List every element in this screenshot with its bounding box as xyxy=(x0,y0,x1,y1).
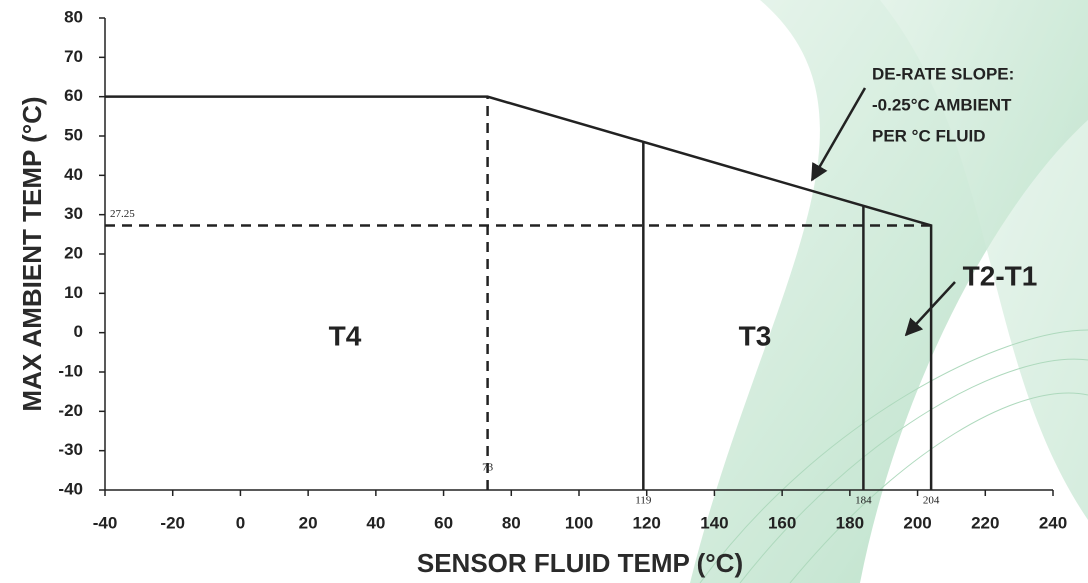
boundary-line xyxy=(105,95,933,490)
y-tick-label: -40 xyxy=(58,479,83,498)
point-label: 184 xyxy=(855,495,872,507)
point-label: 119 xyxy=(635,495,652,507)
y-tick-label: 60 xyxy=(64,86,83,105)
arrow xyxy=(810,87,867,182)
x-tick-label: 20 xyxy=(299,513,318,532)
x-tick-label: 200 xyxy=(903,513,931,532)
y-tick-label: 50 xyxy=(64,125,83,144)
x-tick-label: 160 xyxy=(768,513,796,532)
x-tick-label: 120 xyxy=(633,513,661,532)
y-tick-label: 80 xyxy=(64,7,83,26)
y-tick-label: 20 xyxy=(64,243,83,262)
y-tick-label: 30 xyxy=(64,204,83,223)
annotation: PER °C FLUID xyxy=(872,126,986,145)
x-tick-label: -20 xyxy=(160,513,185,532)
x-axis-title: SENSOR FLUID TEMP (°C) xyxy=(417,548,743,578)
point-label: 204 xyxy=(923,495,940,507)
y-tick-label: -20 xyxy=(58,401,83,420)
y-axis-title: MAX AMBIENT TEMP (°C) xyxy=(17,96,47,411)
y-tick-label: -30 xyxy=(58,440,83,459)
x-tick-label: 100 xyxy=(565,513,593,532)
annotation: DE-RATE SLOPE: xyxy=(872,64,1014,83)
x-tick-label: 220 xyxy=(971,513,999,532)
y-tick-label: 70 xyxy=(64,47,83,66)
x-tick-label: 60 xyxy=(434,513,453,532)
x-tick-label: 140 xyxy=(700,513,728,532)
zone-label: T2-T1 xyxy=(963,260,1038,291)
x-tick-label: 0 xyxy=(236,513,245,532)
point-label: 27.25 xyxy=(110,208,135,220)
x-tick-label: 80 xyxy=(502,513,521,532)
background-swirl xyxy=(690,0,1088,583)
x-tick-label: 240 xyxy=(1039,513,1067,532)
x-tick-label: 180 xyxy=(836,513,864,532)
zone-label: T4 xyxy=(329,320,362,351)
annotation: -0.25°C AMBIENT xyxy=(872,95,1012,114)
y-tick-label: 10 xyxy=(64,283,83,302)
zone-label: T3 xyxy=(739,320,772,351)
x-tick-label: 40 xyxy=(366,513,385,532)
x-tick-label: -40 xyxy=(93,513,118,532)
y-tick-label: 0 xyxy=(74,322,83,341)
point-label: 73 xyxy=(482,462,494,474)
y-tick-label: 40 xyxy=(64,165,83,184)
y-tick-label: -10 xyxy=(58,361,83,380)
